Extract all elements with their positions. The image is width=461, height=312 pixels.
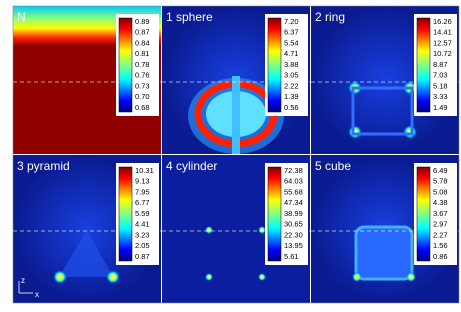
colorbar-tick-label: 10.31 <box>135 166 154 175</box>
colorbar-tick-label: 0.56 <box>284 103 299 112</box>
axis-label: x <box>35 290 39 299</box>
colorbar-tick-label: 2.05 <box>135 241 150 250</box>
colorbar-tick-label: 6.49 <box>433 166 448 175</box>
colorbar-tick-label: 22.30 <box>284 230 303 239</box>
pyramid <box>59 230 113 277</box>
colorbar-tick-label: 1.49 <box>433 103 448 112</box>
colorbar-tick-label: 72.38 <box>284 166 303 175</box>
colorbar-tick-label: 0.84 <box>135 38 150 47</box>
panel-label: 4 cylinder <box>166 159 217 173</box>
colorbar <box>416 166 431 262</box>
colorbar-tick-label: 3.23 <box>135 230 150 239</box>
colorbar-tick-label: 0.86 <box>433 252 448 261</box>
frame <box>12 5 460 304</box>
colorbar-tick-label: 4.41 <box>135 220 150 229</box>
colorbar-tick-label: 0.73 <box>135 81 150 90</box>
hotspot <box>352 272 362 282</box>
hotspot <box>106 270 120 284</box>
colorbar-tick-label: 16.26 <box>433 17 452 26</box>
hotspot <box>406 272 416 282</box>
colorbar-tick-label: 6.37 <box>284 28 299 37</box>
cube <box>354 225 414 281</box>
colorbar-tick-label: 7.95 <box>135 187 150 196</box>
colorbar-tick-label: 7.20 <box>284 17 299 26</box>
colorbar-tick-label: 5.59 <box>135 209 150 218</box>
colorbar-tick-label: 1.39 <box>284 92 299 101</box>
hotspot <box>258 226 266 234</box>
colorbar-tick-label: 4.71 <box>284 49 299 58</box>
colorbar-tick-label: 5.78 <box>433 177 448 186</box>
colorbar-tick-label: 0.78 <box>135 60 150 69</box>
hotspot <box>53 270 67 284</box>
panel-label: N <box>17 10 26 24</box>
colorbar-tick-label: 3.88 <box>284 60 299 69</box>
colorbar-tick-label: 1.56 <box>433 241 448 250</box>
colorbar <box>416 17 431 113</box>
sphere-gap <box>232 76 240 154</box>
panels: N 0.890.870.840.810.780.760.730.700.681 s… <box>13 6 459 303</box>
colorbar-tick-label: 9.13 <box>135 177 150 186</box>
colorbar-tick-label: 64.03 <box>284 177 303 186</box>
colorbar-tick-label: 0.68 <box>135 103 150 112</box>
hotspot <box>403 125 417 139</box>
colorbar <box>267 166 282 262</box>
panel-label: 5 cube <box>315 159 351 173</box>
panel: 1 sphere 7.20 6.375.54 4.71 3.88 3.052.22 1.39… <box>162 6 310 154</box>
panel: N 0.89 0.870.84 0.81 0.78 0.760.73 0.70 0.68 <box>13 6 161 154</box>
ring-body <box>351 86 414 136</box>
colorbar-tick-label: 2.27 <box>433 230 448 239</box>
colorbar-tick-label: 2.22 <box>284 81 299 90</box>
colorbar-tick-label: 6.77 <box>135 198 150 207</box>
axis-label: z <box>21 276 25 285</box>
colorbar-tick-label: 2.97 <box>433 220 448 229</box>
colorbar-tick-label: 0.70 <box>135 92 150 101</box>
colorbar-tick-label: 4.38 <box>433 198 448 207</box>
colorbar-tick-label: 5.18 <box>433 81 448 90</box>
colorbar <box>267 17 282 113</box>
colorbar-tick-label: 10.72 <box>433 49 452 58</box>
colorbar-tick-label: 55.68 <box>284 187 303 196</box>
colorbar-tick-label: 5.61 <box>284 252 299 261</box>
colorbar-tick-label: 30.65 <box>284 220 303 229</box>
colorbar-tick-label: 0.76 <box>135 71 150 80</box>
colorbar-tick-label: 3.33 <box>433 92 448 101</box>
colorbar-tick-label: 7.03 <box>433 71 448 80</box>
colorbar-tick-label: 0.87 <box>135 252 150 261</box>
panel-label: 1 sphere <box>166 10 213 24</box>
colorbar-tick-label: 12.57 <box>433 38 452 47</box>
colorbar-tick-label: 38.99 <box>284 209 303 218</box>
colorbar-tick-label: 0.89 <box>135 17 150 26</box>
panel: 5 cube 6.49 5.785.08 4.38 3.67 2.972.27 1.56 0.… <box>311 155 459 303</box>
hotspot <box>258 273 266 281</box>
colorbar-tick-label: 47.34 <box>284 198 303 207</box>
colorbar-tick-label: 13.95 <box>284 241 303 250</box>
colorbar-tick-label: 5.08 <box>433 187 448 196</box>
hotspot <box>205 273 213 281</box>
hotspot <box>205 226 213 234</box>
colorbar-tick-label: 3.67 <box>433 209 448 218</box>
panel-label: 3 pyramid <box>17 159 70 173</box>
colorbar <box>118 166 133 262</box>
colorbar-tick-label: 5.54 <box>284 38 299 47</box>
panel-label: 2 ring <box>315 10 345 24</box>
colorbar-tick-label: 0.87 <box>135 28 150 37</box>
colorbar <box>118 17 133 113</box>
colorbar-tick-label: 8.87 <box>433 60 448 69</box>
panel: 3 pyramid 10.31 9.137.95 6.77 5.59 4.413.23 2.… <box>13 155 161 303</box>
colorbar-tick-label: 14.41 <box>433 28 452 37</box>
colorbar-tick-label: 3.05 <box>284 71 299 80</box>
colorbar-tick-label: 0.81 <box>135 49 150 58</box>
hotspot <box>348 125 362 139</box>
